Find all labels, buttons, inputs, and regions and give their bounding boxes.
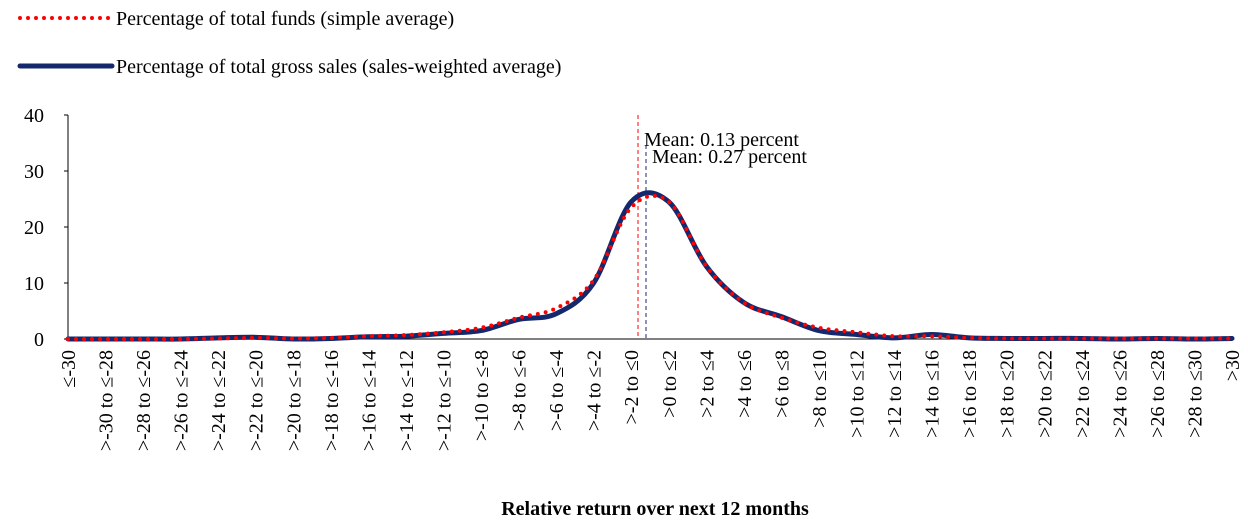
series-line	[65, 190, 1235, 342]
x-tick-label: >-10 to ≤-8	[471, 350, 493, 441]
x-tick-label: >14 to ≤16	[922, 350, 944, 438]
x-tick-label: >30	[1222, 350, 1244, 381]
x-axis-title: Relative return over next 12 months	[501, 498, 809, 520]
x-tick-label: >16 to ≤18	[959, 350, 981, 438]
x-tick-label: >-30 to ≤-28	[96, 350, 118, 451]
series-line	[66, 193, 1234, 342]
y-tick-label: 0	[34, 329, 44, 351]
x-tick-label: >28 to ≤30	[1184, 350, 1206, 438]
legend-label: Percentage of total gross sales (sales-w…	[116, 56, 561, 78]
x-tick-label: >-4 to ≤-2	[584, 350, 606, 431]
x-tick-label: >24 to ≤26	[1109, 350, 1131, 438]
x-tick-label: >18 to ≤20	[997, 350, 1019, 438]
x-tick-label: >8 to ≤10	[809, 350, 831, 428]
x-tick-label: >0 to ≤2	[659, 350, 681, 418]
x-tick-label: >10 to ≤12	[847, 350, 869, 438]
x-tick-label: >-26 to ≤-24	[171, 350, 193, 451]
x-tick-label: >20 to ≤22	[1034, 350, 1056, 438]
x-tick-label: >12 to ≤14	[884, 350, 906, 438]
x-tick-label: >4 to ≤6	[734, 350, 756, 418]
x-tick-label: >-2 to ≤0	[621, 350, 643, 424]
x-tick-label: >26 to ≤28	[1147, 350, 1169, 438]
x-tick-label: >-24 to ≤-22	[208, 350, 230, 451]
annotation: Mean: 0.27 percent	[652, 146, 807, 168]
x-tick-label: ≤-30	[58, 350, 80, 388]
y-tick-label: 20	[24, 217, 44, 239]
x-tick-label: >-20 to ≤-18	[283, 350, 305, 451]
x-tick-label: >6 to ≤8	[771, 350, 793, 418]
x-tick-label: >-28 to ≤-26	[133, 350, 155, 451]
x-tick-label: >-14 to ≤-12	[396, 350, 418, 451]
x-tick-label: >22 to ≤24	[1072, 350, 1094, 438]
y-tick-label: 40	[24, 105, 44, 127]
x-tick-label: >-12 to ≤-10	[433, 350, 455, 451]
x-tick-label: >-18 to ≤-16	[321, 350, 343, 451]
x-tick-label: >-8 to ≤-6	[509, 350, 531, 431]
x-tick-label: >-16 to ≤-14	[358, 350, 380, 451]
x-tick-label: >-6 to ≤-4	[546, 350, 568, 431]
x-tick-label: >-22 to ≤-20	[246, 350, 268, 451]
y-tick-label: 30	[24, 161, 44, 183]
annotation: Mean: 0.13 percent	[644, 129, 799, 151]
y-tick-label: 10	[24, 273, 44, 295]
x-tick-label: >2 to ≤4	[696, 350, 718, 418]
legend-label: Percentage of total funds (simple averag…	[116, 8, 454, 30]
